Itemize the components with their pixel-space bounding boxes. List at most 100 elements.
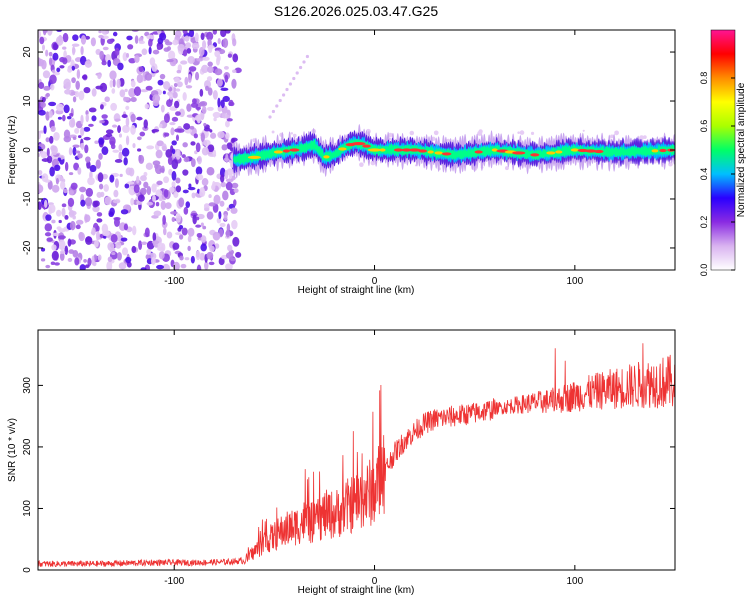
spectrogram-signal-peak <box>594 149 604 154</box>
spectrogram-noise-blob <box>162 90 166 95</box>
spectrogram-noise-blob <box>225 132 230 140</box>
spectrogram-noise-blob <box>175 111 181 116</box>
spectrogram-noise-blob <box>164 132 170 137</box>
spectrogram-noise-blob <box>59 252 65 261</box>
spectrogram-noise-blob <box>46 237 53 242</box>
spectrogram-noise-blob <box>50 261 56 266</box>
spectrogram-noise-blob <box>98 30 102 34</box>
spectrogram-noise-blob <box>188 66 197 72</box>
spectrogram-noise-blob <box>41 59 47 70</box>
spectrogram-noise-blob <box>184 257 190 261</box>
spectrogram-signal-core <box>238 153 241 164</box>
spectrogram-signal-peak <box>546 151 556 155</box>
spectrogram-noise-blob <box>96 212 103 217</box>
spectrogram-noise-blob <box>196 232 203 238</box>
spectrogram-noise-blob <box>71 65 76 71</box>
spectrogram-noise-blob <box>195 71 200 81</box>
spectrogram-noise-blob <box>123 223 129 231</box>
spectrogram-signal-core <box>641 145 644 157</box>
spectrogram-signal-core <box>271 147 274 158</box>
spectrogram-signal-core <box>611 147 614 157</box>
spectrogram-noise-blob <box>40 101 46 108</box>
spectrogram-signal-peak <box>512 151 526 155</box>
spectrogram-signal-core <box>632 146 635 157</box>
spectrogram-noise-blob <box>232 53 239 63</box>
spectrogram-signal-core <box>246 152 249 164</box>
spectrogram-noise-blob <box>68 189 75 196</box>
spectrogram-noise-blob <box>45 214 52 221</box>
spectrogram-noise-blob <box>145 85 153 91</box>
spectrogram-noise-blob <box>182 142 188 148</box>
spectrogram-signal-peak <box>282 149 290 153</box>
spectrogram-noise-blob <box>118 144 123 152</box>
spectrogram-noise-blob <box>171 116 179 122</box>
spectrogram-signal-core <box>614 146 617 158</box>
spectrogram-noise-blob <box>54 262 60 266</box>
spectrogram-noise-blob <box>69 113 74 117</box>
spectrogram-noise-blob <box>175 213 182 223</box>
spectrogram-noise-blob <box>62 32 69 43</box>
spectrogram-noise-blob <box>219 200 225 207</box>
spectrogram-noise-blob <box>59 176 64 182</box>
spectrogram-signal-core <box>234 155 237 164</box>
spectrogram-noise-blob <box>51 219 56 224</box>
spectrogram-noise-blob <box>156 45 161 51</box>
spectrogram-noise-blob <box>126 181 135 185</box>
spectrogram-signal-core <box>313 139 316 150</box>
spectrogram-signal-peak <box>474 150 483 154</box>
spectrogram-noise-blob <box>203 127 211 132</box>
spectrogram-noise-blob <box>388 132 393 138</box>
spectrogram-noise-blob <box>72 96 77 103</box>
spectrogram-noise-blob <box>38 109 46 116</box>
spectrogram-noise-blob <box>125 116 130 127</box>
spectrogram-noise-blob <box>109 207 115 216</box>
spectrogram-signal-core <box>484 146 487 158</box>
spectrogram-noise-blob <box>85 113 89 123</box>
spectrogram-signal-core <box>643 145 646 156</box>
spectrogram-signal-core <box>318 145 321 156</box>
spectrogram-signal-core <box>648 146 651 157</box>
spectrogram-noise-blob <box>231 78 237 89</box>
spectrogram-signal-core <box>239 154 242 165</box>
spectrogram-signal-core <box>635 147 638 155</box>
spectrogram-noise-blob <box>190 213 198 217</box>
spectrogram-noise-blob <box>178 197 185 208</box>
spectrogram-noise-blob <box>104 120 109 125</box>
spectrogram-noise-blob <box>202 139 211 147</box>
spectrogram-noise-blob <box>110 233 118 243</box>
spectrogram-noise-blob <box>87 257 92 267</box>
spectrogram-noise-blob <box>111 88 116 94</box>
spectrogram-x-tick-label: 100 <box>566 276 583 287</box>
spectrogram-signal-peak <box>651 149 659 153</box>
spectrogram-noise-blob <box>42 30 48 33</box>
spectrogram-streak-dot <box>278 98 282 103</box>
spectrogram-signal-core <box>329 151 332 161</box>
spectrogram-signal-core <box>483 145 486 157</box>
spectrogram-noise-layer <box>38 30 673 270</box>
spectrogram-noise-blob <box>68 147 73 156</box>
spectrogram-noise-blob <box>75 224 81 230</box>
spectrogram-signal-core <box>472 149 475 158</box>
spectrogram-noise-blob <box>159 32 167 41</box>
spectrogram-noise-blob <box>182 169 189 176</box>
spectrogram-signal-core <box>300 143 303 153</box>
spectrogram-noise-blob <box>163 47 170 52</box>
snr-x-axis-label: Height of straight line (km) <box>298 585 415 596</box>
spectrogram-noise-blob <box>212 90 218 100</box>
spectrogram-signal-peak <box>401 148 412 152</box>
spectrogram-signal-peak <box>418 149 428 153</box>
colorbar-tick-label: 0.4 <box>699 168 709 181</box>
spectrogram-noise-blob <box>179 255 184 261</box>
spectrogram-noise-blob <box>78 231 84 240</box>
spectrogram-noise-blob <box>138 40 145 45</box>
spectrogram-noise-blob <box>57 116 62 120</box>
spectrogram-noise-blob <box>77 167 82 175</box>
spectrogram-noise-blob <box>80 35 87 45</box>
spectrogram-signal-peak <box>393 148 404 152</box>
spectrogram-signal-core <box>627 147 630 156</box>
spectrogram-noise-blob <box>105 133 113 138</box>
spectrogram-noise-blob <box>112 199 121 204</box>
spectrogram-noise-blob <box>118 151 123 161</box>
spectrogram-noise-blob <box>200 132 205 143</box>
